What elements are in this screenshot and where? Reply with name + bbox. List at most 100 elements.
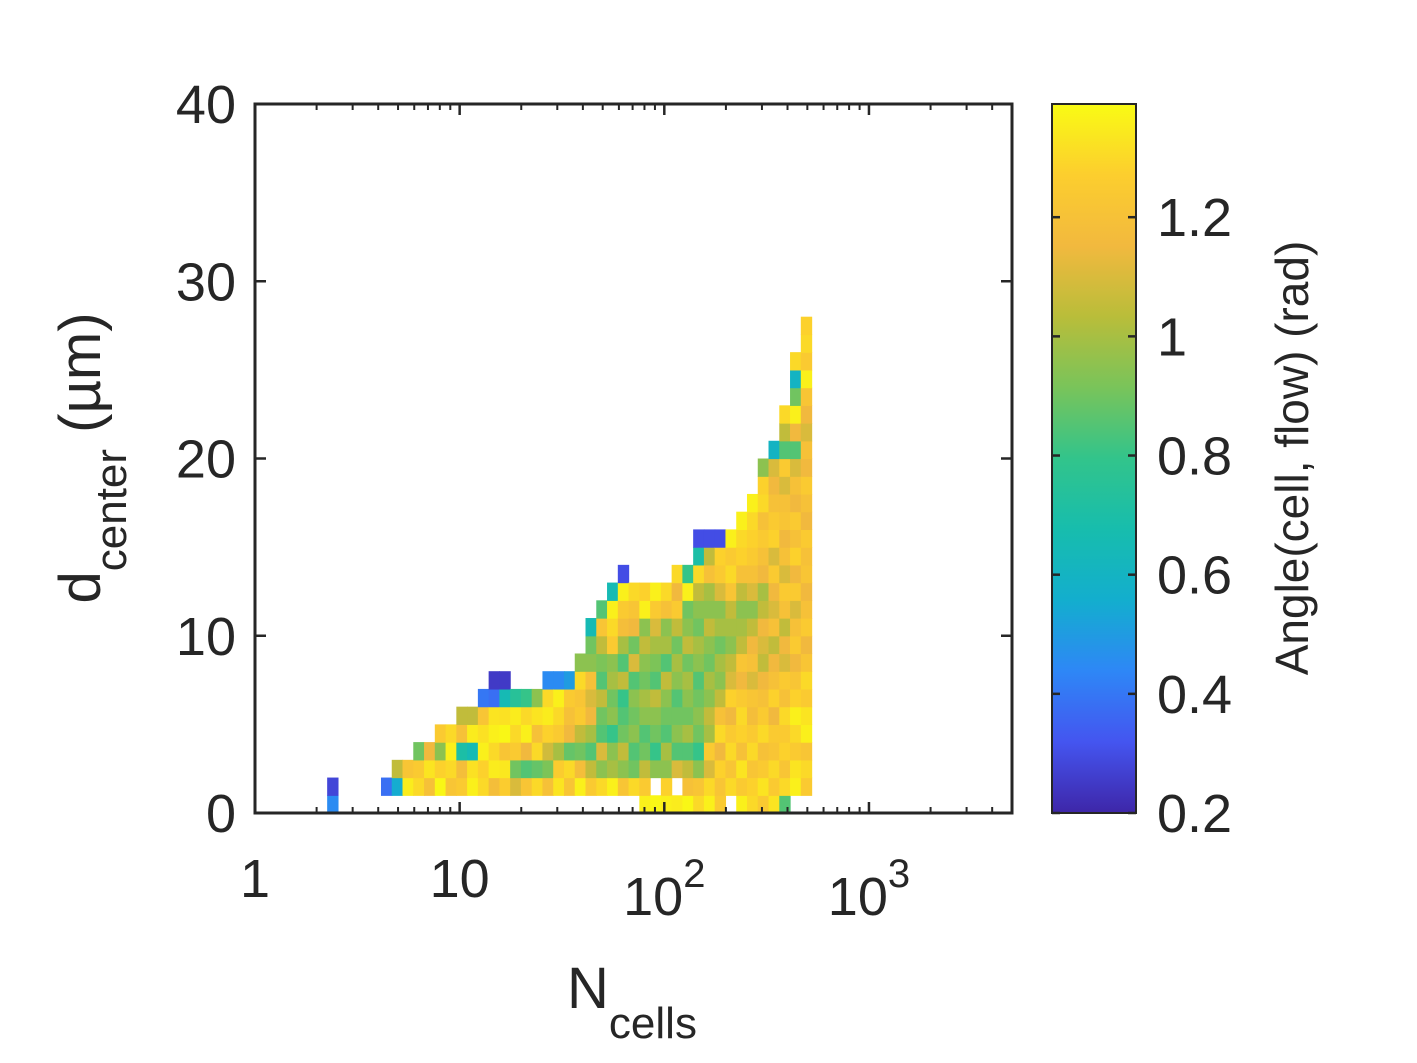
- heatmap-cell: [746, 742, 759, 761]
- heatmap-cell: [563, 759, 576, 779]
- colorbar-tick-label: 1: [1157, 307, 1187, 367]
- heatmap-cell: [650, 600, 662, 619]
- heatmap-cell: [703, 653, 716, 672]
- heatmap-cell: [424, 742, 436, 761]
- heatmap-cell: [800, 511, 813, 530]
- heatmap-cell: [542, 777, 554, 796]
- heatmap-cell: [413, 777, 425, 796]
- heatmap-cell: [628, 671, 640, 690]
- heatmap-cell: [596, 759, 608, 779]
- heatmap-cell: [757, 777, 770, 796]
- heatmap-cell: [628, 582, 640, 601]
- heatmap-cell: [768, 653, 780, 672]
- heatmap-cell: [800, 564, 813, 584]
- heatmap-cell: [800, 759, 813, 779]
- heatmap-cell: [768, 493, 780, 513]
- heatmap-cell: [639, 759, 651, 779]
- heatmap-cell: [693, 795, 705, 814]
- heatmap-cell: [693, 759, 705, 779]
- heatmap-cell: [682, 600, 694, 619]
- heatmap-cell: [703, 582, 716, 601]
- heatmap-cell: [617, 759, 630, 779]
- heatmap-cell: [703, 547, 716, 566]
- heatmap-cell: [714, 777, 727, 796]
- heatmap-cell: [488, 671, 500, 690]
- heatmap-cell: [607, 653, 619, 672]
- heatmap-cell: [768, 547, 780, 566]
- heatmap-cell: [488, 706, 500, 725]
- heatmap-cell: [650, 653, 662, 672]
- heatmap-cell: [800, 369, 813, 389]
- heatmap-cell: [434, 759, 447, 779]
- heatmap-cell: [779, 688, 791, 708]
- heatmap-cell: [779, 405, 791, 424]
- y-tick-labels: 0 10 20 30 40: [176, 75, 236, 844]
- y-axis-label-unit: (µm): [48, 312, 113, 448]
- heatmap-cell: [671, 671, 683, 690]
- heatmap-cell: [510, 706, 522, 725]
- heatmap-cell: [714, 795, 727, 814]
- heatmap-cell: [574, 724, 587, 743]
- heatmap-cell: [682, 795, 694, 814]
- heatmap-cell: [790, 635, 802, 655]
- heatmap-cell: [488, 777, 500, 796]
- heatmap-cell: [779, 671, 791, 690]
- heatmap-cell: [800, 547, 813, 566]
- heatmap-cell: [617, 777, 630, 796]
- heatmap-cell: [693, 742, 705, 761]
- heatmap-cell: [736, 547, 748, 566]
- heatmap-cell: [402, 759, 414, 779]
- heatmap-cell: [693, 724, 705, 743]
- heatmap-cell: [790, 600, 802, 619]
- heatmap-cell: [520, 759, 533, 779]
- y-tick-label: 40: [176, 75, 236, 135]
- heatmap-cell: [499, 706, 511, 725]
- heatmap-cell: [714, 724, 727, 743]
- heatmap-cell: [779, 795, 791, 814]
- heatmap-cell: [531, 688, 544, 708]
- heatmap-cell: [757, 564, 770, 584]
- heatmap-cell: [768, 476, 780, 495]
- heatmap-cell: [650, 742, 662, 761]
- heatmap-cell: [725, 547, 737, 566]
- heatmap-cell: [779, 600, 791, 619]
- heatmap-cell: [671, 795, 683, 814]
- heatmap-cell: [757, 458, 770, 477]
- heatmap-cell: [714, 759, 727, 779]
- heatmap-cell: [800, 316, 813, 336]
- heatmap-cell: [736, 759, 748, 779]
- heatmap-cell: [585, 706, 597, 725]
- heatmap-cell: [779, 458, 791, 477]
- heatmap-cell: [768, 759, 780, 779]
- colorbar-ticks: 0.2 0.4 0.6 0.8 1 1.2: [1052, 188, 1232, 844]
- heatmap-cell: [768, 564, 780, 584]
- heatmap-cell: [574, 653, 587, 672]
- heatmap-cell: [736, 564, 748, 584]
- heatmap-cell: [800, 493, 813, 513]
- heatmap-cell: [746, 511, 759, 530]
- heatmap-cell: [456, 742, 468, 761]
- heatmap-cell: [790, 529, 802, 548]
- heatmap-cell: [768, 795, 780, 814]
- heatmap-cell: [768, 511, 780, 530]
- heatmap-cell: [596, 688, 608, 708]
- heatmap-cell: [790, 458, 802, 477]
- heatmap-cell: [714, 706, 727, 725]
- heatmap-cell: [800, 440, 813, 460]
- heatmap-cell: [434, 724, 447, 743]
- heatmap-cell: [703, 706, 716, 725]
- heatmap-cell: [682, 671, 694, 690]
- heatmap-cell: [746, 582, 759, 601]
- x-tick-label-exponent: 3: [888, 852, 910, 896]
- heatmap-cell: [746, 706, 759, 725]
- heatmap-cell: [434, 742, 447, 761]
- heatmap-cell: [531, 742, 544, 761]
- heatmap-cell: [682, 653, 694, 672]
- x-axis-label-main: N: [567, 956, 609, 1021]
- x-tick-label-base: 1: [240, 849, 270, 909]
- heatmap-cell: [703, 688, 716, 708]
- heatmap-cell: [660, 795, 673, 814]
- heatmap-cell: [757, 493, 770, 513]
- heatmap-cell: [693, 671, 705, 690]
- heatmap-cell: [779, 759, 791, 779]
